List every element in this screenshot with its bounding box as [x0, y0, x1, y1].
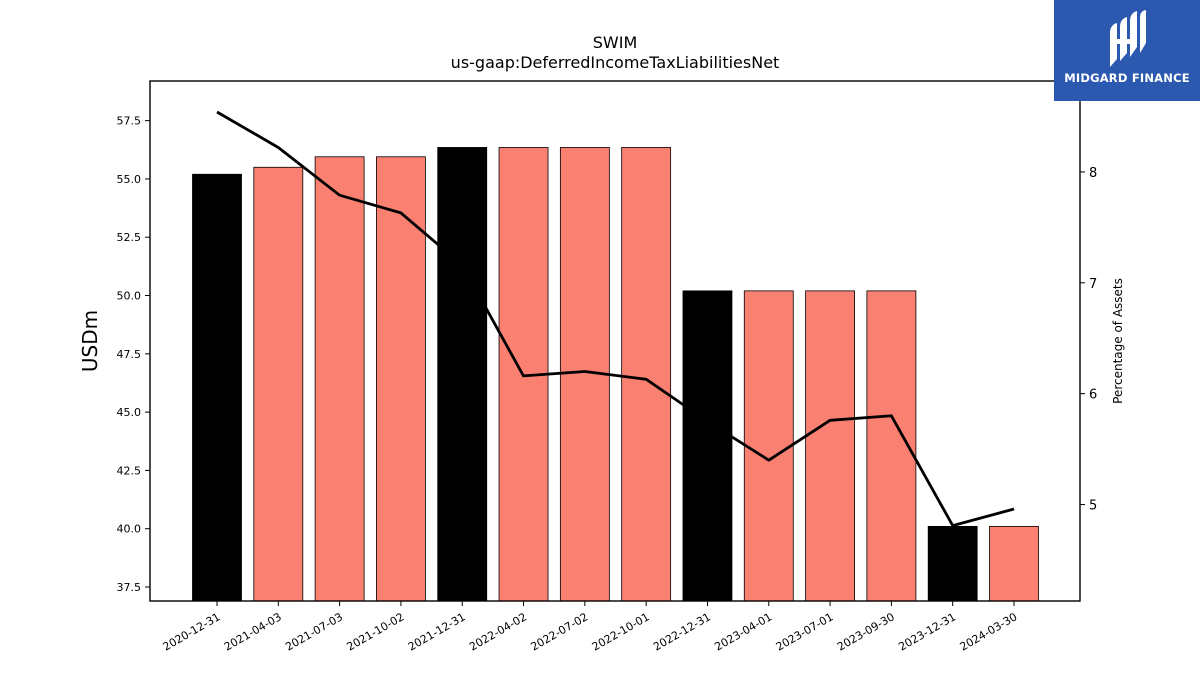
y2-tick-label: 6	[1089, 388, 1097, 403]
bar	[927, 525, 978, 602]
right-axis: 5 6 7 8	[1080, 166, 1097, 514]
x-tick-label: 2021-07-03	[283, 610, 345, 653]
x-tick-label: 2023-04-01	[712, 610, 774, 653]
y2-tick-label: 5	[1089, 499, 1097, 514]
y-tick-label: 37.5	[117, 581, 142, 594]
x-tick-label: 2021-12-31	[406, 610, 468, 653]
y2-tick-label: 7	[1089, 277, 1097, 292]
chart-subtitle: us-gaap:DeferredIncomeTaxLiabilitiesNet	[451, 53, 780, 72]
y-tick-label: 57.5	[117, 115, 142, 128]
x-tick-label: 2023-12-31	[896, 610, 958, 653]
bar	[743, 290, 794, 602]
x-tick-label: 2022-12-31	[651, 610, 713, 653]
y-tick-label: 40.0	[117, 523, 142, 536]
bar	[805, 290, 855, 602]
x-tick-label: 2022-10-01	[590, 610, 652, 653]
x-axis: 2020-12-31 2021-04-03 2021-07-03 2021-10-02…	[161, 601, 1020, 654]
bar	[253, 166, 304, 602]
line-group	[216, 110, 1015, 527]
y-tick-label: 50.0	[117, 290, 142, 303]
bar	[682, 290, 733, 602]
logo-mark-icon	[1110, 10, 1146, 67]
bar	[989, 525, 1039, 602]
bar	[192, 173, 242, 602]
bar	[621, 147, 672, 602]
y-tick-label: 42.5	[117, 464, 142, 477]
y2-tick-label: 8	[1089, 166, 1097, 181]
y-tick-label: 47.5	[117, 348, 142, 361]
plot-frame	[149, 80, 1081, 602]
x-tick-label: 2023-09-30	[835, 610, 897, 653]
y2-axis-label: Percentage of Assets	[1111, 278, 1125, 404]
bar-group	[192, 147, 1039, 602]
y-tick-label: 52.5	[117, 231, 142, 244]
pct-assets-line	[216, 110, 1015, 527]
bar	[314, 156, 365, 602]
x-tick-label: 2022-04-02	[467, 610, 529, 653]
y-tick-label: 55.0	[117, 173, 142, 186]
bar	[437, 147, 488, 602]
x-tick-label: 2020-12-31	[161, 610, 223, 653]
x-tick-label: 2022-07-02	[528, 610, 590, 653]
x-tick-label: 2024-03-30	[958, 610, 1020, 653]
bar	[376, 156, 426, 602]
x-tick-label: 2021-10-02	[345, 610, 407, 653]
y-tick-label: 45.0	[117, 406, 142, 419]
logo-text: MIDGARD FINANCE	[1064, 71, 1190, 85]
y-axis-label: USDm	[78, 310, 102, 372]
chart-title: SWIM	[593, 33, 638, 52]
midgard-finance-logo: MIDGARD FINANCE	[1054, 0, 1200, 101]
left-axis: 37.5 40.0 42.5 45.0 47.5 50.0 52.5 55.0 57.5	[117, 115, 150, 594]
x-tick-label: 2023-07-01	[774, 610, 836, 653]
x-tick-label: 2021-04-03	[222, 610, 284, 653]
